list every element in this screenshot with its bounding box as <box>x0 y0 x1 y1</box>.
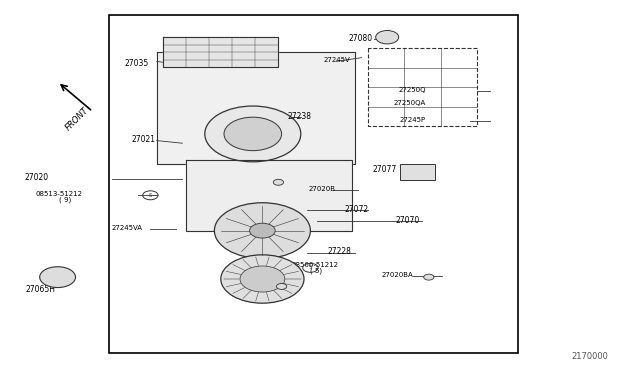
Bar <box>48 273 68 283</box>
Text: 27070: 27070 <box>396 216 420 225</box>
Circle shape <box>240 266 285 292</box>
Circle shape <box>214 203 310 259</box>
Text: 2170000: 2170000 <box>571 352 608 361</box>
Text: 08566-51212: 08566-51212 <box>291 262 338 268</box>
Text: S: S <box>148 193 152 198</box>
Text: 27080: 27080 <box>349 34 373 43</box>
Text: 08513-51212: 08513-51212 <box>35 191 82 197</box>
Polygon shape <box>163 37 278 67</box>
Circle shape <box>221 255 304 303</box>
Polygon shape <box>157 52 355 164</box>
Polygon shape <box>186 160 352 231</box>
Text: S: S <box>308 265 312 270</box>
Text: 27245P: 27245P <box>399 117 426 123</box>
Circle shape <box>250 223 275 238</box>
Text: 27021: 27021 <box>131 135 155 144</box>
Text: 27245V: 27245V <box>323 57 350 63</box>
Circle shape <box>205 106 301 162</box>
Circle shape <box>273 179 284 185</box>
Circle shape <box>276 283 287 289</box>
Text: ( 9): ( 9) <box>59 197 71 203</box>
Bar <box>109 15 518 353</box>
Text: 27077: 27077 <box>372 165 397 174</box>
Text: 27072: 27072 <box>344 205 369 214</box>
Circle shape <box>224 117 282 151</box>
Text: 27020BA: 27020BA <box>381 272 413 278</box>
Text: 27238: 27238 <box>288 112 312 121</box>
Text: 27035: 27035 <box>125 60 149 68</box>
Text: 27245VA: 27245VA <box>112 225 143 231</box>
Text: 27250Q: 27250Q <box>398 87 426 93</box>
Circle shape <box>40 267 76 288</box>
Text: 27065H: 27065H <box>26 285 56 294</box>
Text: 27250QA: 27250QA <box>394 100 426 106</box>
Circle shape <box>376 31 399 44</box>
Text: ( 5): ( 5) <box>310 267 323 274</box>
Bar <box>400 164 435 180</box>
Text: FRONT: FRONT <box>63 106 90 133</box>
Text: 27020: 27020 <box>24 173 49 182</box>
Circle shape <box>424 274 434 280</box>
Text: 27020B: 27020B <box>309 186 336 192</box>
Text: 27228: 27228 <box>328 247 351 256</box>
